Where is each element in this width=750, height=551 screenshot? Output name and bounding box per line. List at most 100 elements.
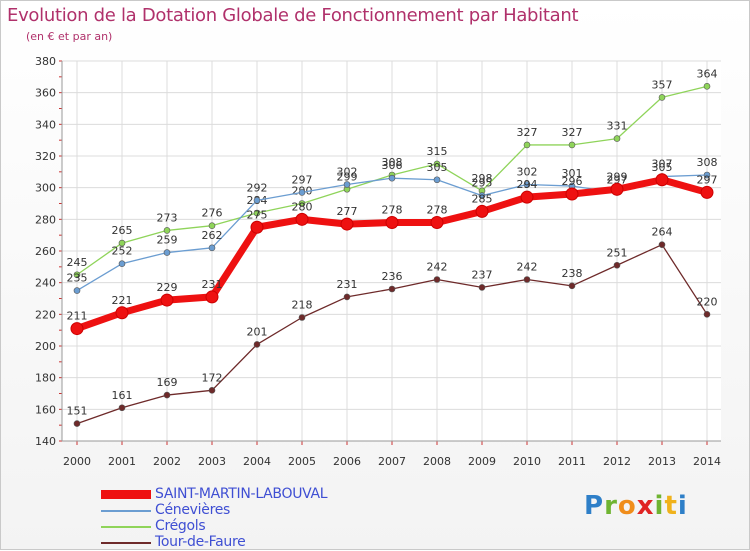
data-point: [703, 311, 711, 318]
data-label: 231: [337, 278, 358, 291]
data-label: 292: [247, 181, 268, 194]
legend-label: SAINT-MARTIN-LABOUVAL: [155, 486, 328, 502]
data-label: 235: [67, 272, 88, 285]
data-label: 276: [202, 207, 223, 220]
data-point: [478, 284, 486, 291]
chart-title: Evolution de la Dotation Globale de Fonc…: [7, 5, 579, 26]
data-point: [340, 217, 354, 231]
legend-swatch: [101, 526, 151, 528]
x-tick-label: 2001: [108, 455, 136, 468]
data-point: [115, 306, 129, 320]
data-label: 169: [157, 376, 178, 389]
data-point: [70, 322, 84, 336]
data-label: 277: [337, 205, 358, 218]
y-tick-label: 180: [35, 372, 56, 385]
data-point: [568, 141, 576, 149]
data-point: [523, 181, 531, 188]
series-c-nevi-res: 235 252 259 262 292 297 302 306 305 295 302 301 297 3…: [67, 156, 718, 294]
data-label: 295: [472, 177, 493, 190]
data-point: [205, 290, 219, 304]
data-point: [655, 173, 669, 187]
data-point: [160, 293, 174, 307]
data-label: 236: [382, 270, 403, 283]
x-tick-label: 2008: [423, 455, 451, 468]
data-label: 297: [697, 173, 718, 186]
data-point: [433, 160, 441, 168]
data-point: [520, 190, 534, 204]
data-label: 302: [337, 166, 358, 179]
data-point: [343, 293, 351, 301]
data-point: [250, 220, 264, 234]
data-point: [298, 314, 306, 321]
data-label: 245: [67, 256, 88, 269]
data-point: [478, 192, 486, 199]
data-label: 301: [562, 167, 583, 180]
data-label: 242: [517, 261, 538, 274]
y-tick-label: 340: [35, 118, 56, 131]
x-tick-label: 2007: [378, 455, 406, 468]
data-label: 305: [652, 161, 673, 174]
data-point: [298, 189, 306, 196]
data-label: 297: [607, 173, 628, 186]
data-label: 357: [652, 78, 673, 91]
data-point: [700, 185, 714, 199]
data-label: 278: [382, 204, 403, 217]
x-tick-label: 2012: [603, 455, 631, 468]
data-point: [613, 135, 621, 142]
data-point: [73, 271, 81, 279]
data-point: [163, 391, 171, 399]
data-label: 229: [157, 281, 178, 294]
data-point: [385, 216, 399, 229]
data-label: 280: [292, 200, 313, 213]
data-point: [658, 241, 666, 248]
y-tick-label: 200: [35, 340, 56, 353]
data-label: 220: [697, 295, 718, 308]
data-point: [253, 209, 261, 217]
data-label: 299: [337, 170, 358, 183]
x-tick-label: 2010: [513, 455, 541, 468]
x-tick-label: 2009: [468, 455, 496, 468]
data-label: 265: [112, 224, 133, 237]
y-tick-label: 280: [35, 213, 56, 226]
data-point: [73, 420, 81, 427]
data-label: 327: [562, 126, 583, 139]
data-label: 285: [472, 192, 493, 205]
data-label: 305: [427, 161, 448, 174]
data-point: [565, 187, 579, 201]
data-label: 302: [517, 166, 538, 179]
data-point: [253, 341, 261, 348]
data-label: 211: [67, 310, 88, 323]
data-label: 242: [427, 261, 448, 274]
data-point: [613, 261, 621, 269]
data-label: 278: [427, 204, 448, 217]
data-label: 297: [292, 173, 313, 186]
data-label: 296: [562, 175, 583, 188]
data-label: 201: [247, 325, 268, 338]
series-tour-de-faure: 151 161 169 172 201 218 231 236 242 237 242 238 251 2…: [67, 226, 718, 427]
data-label: 306: [382, 159, 403, 172]
y-tick-label: 140: [35, 435, 56, 448]
data-point: [208, 222, 216, 229]
data-point: [430, 216, 444, 229]
data-point: [388, 174, 396, 182]
data-label: 308: [697, 156, 718, 169]
data-label: 327: [517, 126, 538, 139]
x-tick-label: 2004: [243, 455, 271, 468]
data-point: [118, 239, 126, 247]
data-label: 331: [607, 120, 628, 133]
y-tick-label: 360: [35, 87, 56, 100]
data-label: 251: [607, 246, 628, 259]
data-point: [568, 282, 576, 290]
y-tick-label: 320: [35, 150, 56, 163]
data-label: 231: [202, 278, 223, 291]
data-label: 315: [427, 145, 448, 158]
data-point: [343, 181, 351, 188]
data-label: 151: [67, 405, 88, 418]
x-tick-label: 2002: [153, 455, 181, 468]
x-tick-label: 2006: [333, 455, 361, 468]
y-tick-label: 240: [35, 277, 56, 290]
y-tick-label: 380: [35, 55, 56, 68]
